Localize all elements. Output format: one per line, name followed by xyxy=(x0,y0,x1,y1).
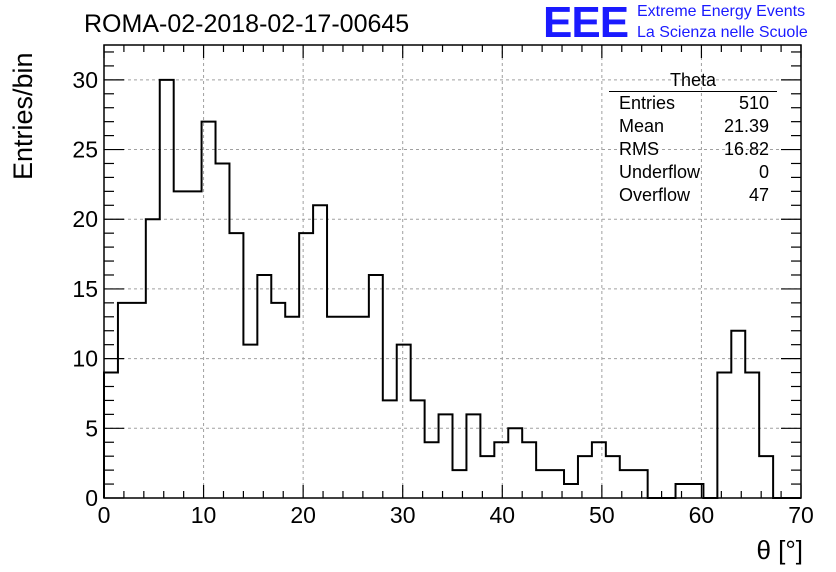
tick-marks xyxy=(103,45,802,499)
stats-key: Overflow xyxy=(619,185,691,205)
logo-line-extreme-energy-events: Extreme Energy Events xyxy=(637,3,806,20)
stats-value: 510 xyxy=(738,93,769,113)
x-tick-label: 70 xyxy=(788,502,814,528)
stats-value: 47 xyxy=(748,185,769,205)
histogram-series-line xyxy=(103,78,801,499)
stats-key: Entries xyxy=(619,93,676,113)
axes xyxy=(103,44,802,499)
stats-row-overflow: Overflow 47 xyxy=(609,184,777,207)
y-tick-label: 30 xyxy=(72,67,98,93)
y-tick-label: 5 xyxy=(85,415,98,441)
logo-line-scienza-scuole: La Scienza nelle Scuole xyxy=(637,24,808,41)
stats-key: Underflow xyxy=(619,162,701,182)
x-tick-label: 0 xyxy=(98,502,111,528)
x-tick-label: 20 xyxy=(290,502,316,528)
stats-box-title: Theta xyxy=(609,70,777,92)
x-tick-label: 30 xyxy=(390,502,416,528)
y-tick-labels: 0 5 10 15 20 25 30 xyxy=(72,67,98,511)
chart-title: ROMA-02-2018-02-17-00645 xyxy=(84,10,410,38)
x-tick-label: 60 xyxy=(689,502,715,528)
stats-value: 21.39 xyxy=(723,116,769,136)
plot-frame xyxy=(103,44,802,499)
stats-value: 0 xyxy=(758,162,769,182)
y-tick-label: 25 xyxy=(72,137,98,163)
stats-key: Mean xyxy=(619,116,665,136)
stats-row-entries: Entries 510 xyxy=(609,92,777,115)
x-axis-label: θ [°] xyxy=(756,535,803,565)
y-tick-label: 20 xyxy=(72,206,98,232)
y-tick-label: 10 xyxy=(72,346,98,372)
stats-box: Theta Entries 510 Mean 21.39 RMS 16.82 U… xyxy=(609,70,777,207)
x-tick-labels: 0 10 20 30 40 50 60 70 xyxy=(98,502,814,528)
y-tick-label: 15 xyxy=(72,276,98,302)
stats-key: RMS xyxy=(619,139,659,159)
y-axis-label: Entries/bin xyxy=(8,52,38,180)
x-tick-label: 50 xyxy=(589,502,615,528)
stats-row-mean: Mean 21.39 xyxy=(609,115,777,138)
x-tick-label: 40 xyxy=(489,502,515,528)
stats-row-rms: RMS 16.82 xyxy=(609,138,777,161)
y-tick-label: 0 xyxy=(85,485,98,511)
stats-row-underflow: Underflow 0 xyxy=(609,161,777,184)
stats-value: 16.82 xyxy=(723,139,769,159)
x-tick-label: 10 xyxy=(191,502,217,528)
eee-logo: EEE xyxy=(543,0,629,47)
